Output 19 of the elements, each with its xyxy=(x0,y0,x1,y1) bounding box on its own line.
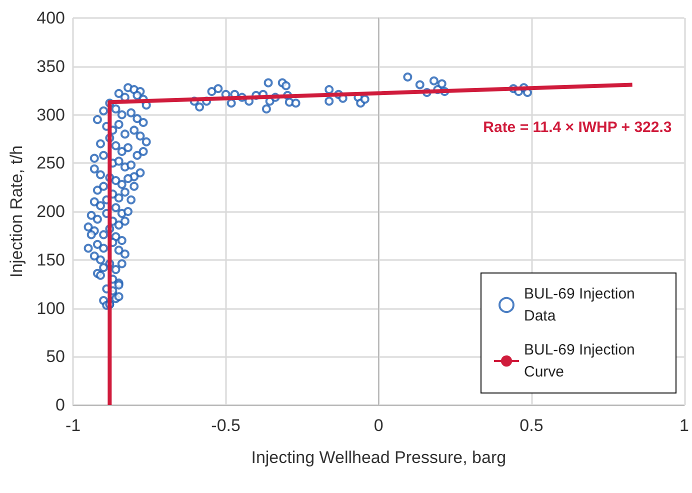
legend-label: BUL-69 Injection Curve xyxy=(524,342,640,380)
x-tick-label: -0.5 xyxy=(211,416,240,435)
y-tick-label: 100 xyxy=(36,298,65,318)
x-tick-label: 1 xyxy=(680,416,690,435)
y-tick-label: 350 xyxy=(36,56,65,76)
y-axis-title: Injection Rate, t/h xyxy=(7,145,26,278)
legend-label: BUL-69 Injection Data xyxy=(524,286,640,324)
y-tick-label: 50 xyxy=(46,347,65,366)
y-tick-label: 250 xyxy=(36,154,65,173)
y-tick-label: 0 xyxy=(56,396,65,414)
annotation: Rate = 11.4 × IWHP + 322.3 xyxy=(483,119,672,136)
y-tick-label: 150 xyxy=(36,250,65,270)
x-tick-label: 0 xyxy=(374,416,384,435)
x-tick-label: 0.5 xyxy=(520,416,544,435)
y-tick-label: 300 xyxy=(36,105,65,124)
x-tick-label: -1 xyxy=(65,416,81,435)
y-tick-label: 200 xyxy=(36,202,65,221)
y-tick-label: 400 xyxy=(36,8,65,28)
x-axis-title: Injecting Wellhead Pressure, barg xyxy=(251,448,506,467)
